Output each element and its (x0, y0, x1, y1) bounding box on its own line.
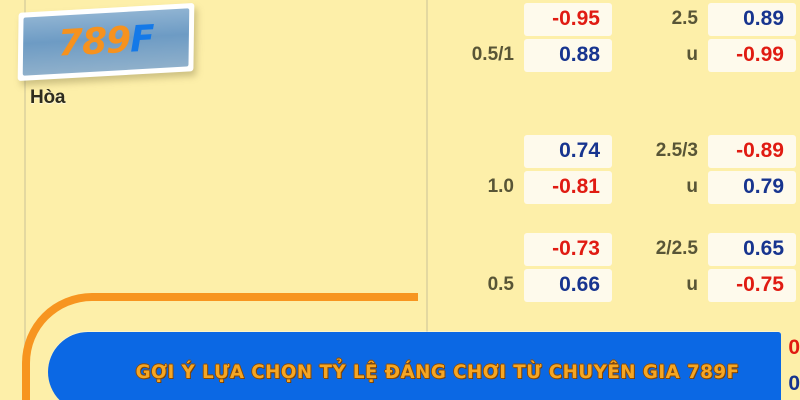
overunder-row-1-bottom: u -0.99 (640, 38, 800, 72)
handicap-row-1-bottom: 0.5/1 0.88 (452, 38, 632, 72)
overunder-odds-1-top[interactable]: 0.89 (708, 2, 796, 36)
handicap-row-3-bottom: 0.5 0.66 (452, 268, 632, 302)
handicap-odds-2-bottom[interactable]: -0.81 (524, 170, 612, 204)
handicap-row-2-bottom: 1.0 -0.81 (452, 170, 632, 204)
handicap-line-2: 1.0 (487, 176, 514, 197)
handicap-odds-3-bottom[interactable]: 0.66 (524, 268, 612, 302)
overunder-under-label-3: u (686, 274, 698, 295)
handicap-odds-3-top[interactable]: -0.73 (524, 232, 612, 266)
handicap-odds-2-top[interactable]: 0.74 (524, 134, 612, 168)
peek-odds-bottom: 0 (788, 372, 800, 395)
draw-label: Hòa (30, 87, 66, 108)
overunder-row-1-top: 2.5 0.89 (640, 2, 800, 36)
overunder-line-3: 2/2.5 (655, 238, 698, 259)
peek-odds-top: 0 (788, 336, 800, 359)
brand-logo-number: 789 (57, 19, 131, 65)
handicap-row-3-top: -0.73 (452, 232, 632, 266)
brand-logo-plate: 789F (22, 8, 190, 76)
handicap-row-1-top: -0.95 (452, 2, 632, 36)
overunder-odds-2-top[interactable]: -0.89 (708, 134, 796, 168)
overunder-row-3-bottom: u -0.75 (640, 268, 800, 302)
promo-banner-headline: GỢI Ý LỰA CHỌN TỶ LỆ ĐÁNG CHƠI TỪ CHUYÊN… (135, 361, 740, 383)
handicap-line-1: 0.5/1 (471, 44, 514, 65)
handicap-line-3: 0.5 (487, 274, 514, 295)
handicap-odds-1-top[interactable]: -0.95 (524, 2, 612, 36)
brand-logo-badge[interactable]: 789F (17, 3, 195, 81)
column-divider-right (426, 0, 428, 400)
handicap-row-2-top: 0.74 (452, 134, 632, 168)
overunder-row-2-top: 2.5/3 -0.89 (640, 134, 800, 168)
column-divider-left (24, 0, 26, 400)
overunder-line-1: 2.5 (671, 8, 698, 29)
overunder-row-2-bottom: u 0.79 (640, 170, 800, 204)
handicap-odds-1-bottom[interactable]: 0.88 (524, 38, 612, 72)
overunder-odds-2-bottom[interactable]: 0.79 (708, 170, 796, 204)
overunder-odds-3-top[interactable]: 0.65 (708, 232, 796, 266)
brand-logo-text: 789F (57, 18, 155, 65)
brand-logo-letter: F (129, 18, 155, 61)
overunder-line-2: 2.5/3 (655, 140, 698, 161)
overunder-odds-1-bottom[interactable]: -0.99 (708, 38, 796, 72)
overunder-row-3-top: 2/2.5 0.65 (640, 232, 800, 266)
overunder-odds-3-bottom[interactable]: -0.75 (708, 268, 796, 302)
overunder-under-label-2: u (686, 176, 698, 197)
promo-banner: GỢI Ý LỰA CHỌN TỶ LỆ ĐÁNG CHƠI TỪ CHUYÊN… (48, 332, 781, 400)
overunder-under-label-1: u (686, 44, 698, 65)
